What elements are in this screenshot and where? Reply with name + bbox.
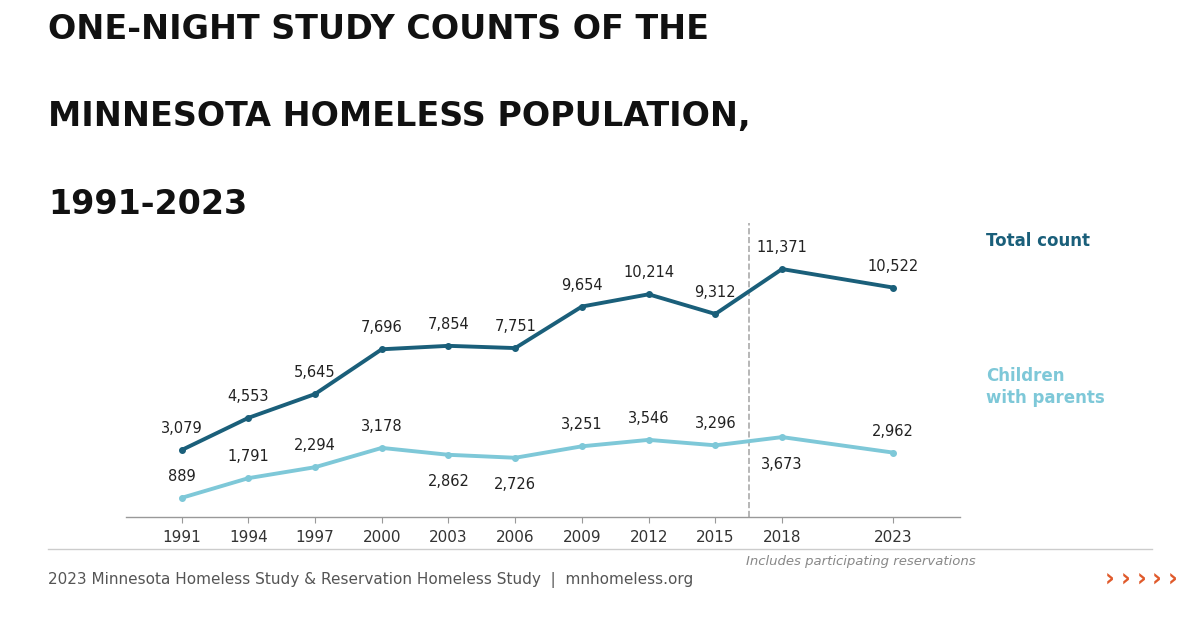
Text: ›: › — [1168, 568, 1177, 592]
Text: 3,079: 3,079 — [161, 421, 203, 436]
Text: 3,296: 3,296 — [695, 416, 736, 431]
Text: 7,854: 7,854 — [427, 317, 469, 332]
Text: 11,371: 11,371 — [757, 240, 808, 255]
Text: 4,553: 4,553 — [228, 389, 269, 404]
Text: 2,294: 2,294 — [294, 438, 336, 453]
Text: 9,654: 9,654 — [562, 278, 602, 293]
Text: MINNESOTA HOMELESS POPULATION,: MINNESOTA HOMELESS POPULATION, — [48, 100, 751, 134]
Text: ›: › — [1105, 568, 1115, 592]
Text: 2,862: 2,862 — [427, 474, 469, 489]
Text: ›: › — [1136, 568, 1146, 592]
Text: 3,251: 3,251 — [562, 418, 602, 433]
Text: 2023 Minnesota Homeless Study & Reservation Homeless Study  |  mnhomeless.org: 2023 Minnesota Homeless Study & Reservat… — [48, 572, 694, 588]
Text: ONE-NIGHT STUDY COUNTS OF THE: ONE-NIGHT STUDY COUNTS OF THE — [48, 13, 709, 46]
Text: 3,673: 3,673 — [761, 456, 803, 472]
Text: 2,962: 2,962 — [872, 424, 914, 439]
Text: Includes participating reservations: Includes participating reservations — [746, 555, 976, 568]
Text: 10,522: 10,522 — [868, 259, 919, 274]
Text: ›: › — [1121, 568, 1130, 592]
Text: 9,312: 9,312 — [695, 285, 736, 300]
Text: 1,791: 1,791 — [228, 450, 269, 464]
Text: 7,696: 7,696 — [361, 320, 403, 335]
Text: 889: 889 — [168, 469, 196, 484]
Text: 3,178: 3,178 — [361, 419, 402, 434]
Text: Total count: Total count — [986, 232, 1091, 250]
Text: 2,726: 2,726 — [494, 477, 536, 492]
Text: 5,645: 5,645 — [294, 365, 336, 380]
Text: 7,751: 7,751 — [494, 319, 536, 334]
Text: ›: › — [1152, 568, 1162, 592]
Text: 1991-2023: 1991-2023 — [48, 188, 247, 221]
Text: 3,546: 3,546 — [628, 411, 670, 426]
Text: 10,214: 10,214 — [623, 265, 674, 280]
Text: Children
with parents: Children with parents — [986, 367, 1105, 407]
